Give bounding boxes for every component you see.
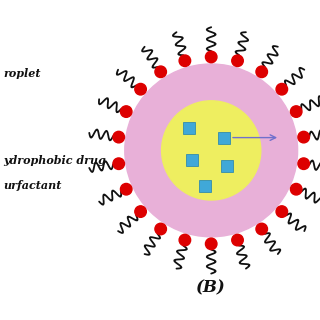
- Text: urfactant: urfactant: [3, 180, 61, 191]
- Circle shape: [232, 234, 243, 246]
- Circle shape: [291, 183, 302, 195]
- Text: (B): (B): [196, 279, 226, 297]
- Circle shape: [179, 55, 191, 67]
- Circle shape: [205, 51, 217, 63]
- FancyBboxPatch shape: [199, 180, 211, 192]
- Text: ydrophobic drug: ydrophobic drug: [3, 155, 106, 165]
- FancyBboxPatch shape: [186, 154, 198, 166]
- Text: roplet: roplet: [3, 68, 41, 79]
- Circle shape: [162, 101, 261, 200]
- Circle shape: [276, 84, 288, 95]
- Circle shape: [232, 55, 243, 67]
- Circle shape: [179, 234, 191, 246]
- Circle shape: [120, 106, 132, 117]
- Circle shape: [120, 183, 132, 195]
- Circle shape: [256, 66, 268, 77]
- Circle shape: [298, 158, 309, 170]
- Circle shape: [155, 223, 166, 235]
- Circle shape: [291, 106, 302, 117]
- Circle shape: [135, 206, 146, 217]
- Circle shape: [276, 206, 288, 217]
- FancyBboxPatch shape: [183, 122, 195, 134]
- Circle shape: [135, 84, 146, 95]
- Circle shape: [113, 131, 124, 143]
- FancyBboxPatch shape: [221, 160, 233, 172]
- Circle shape: [256, 223, 268, 235]
- Circle shape: [125, 64, 298, 237]
- FancyBboxPatch shape: [218, 132, 230, 144]
- Circle shape: [298, 131, 309, 143]
- Circle shape: [205, 238, 217, 250]
- Circle shape: [155, 66, 166, 77]
- Circle shape: [113, 158, 124, 170]
